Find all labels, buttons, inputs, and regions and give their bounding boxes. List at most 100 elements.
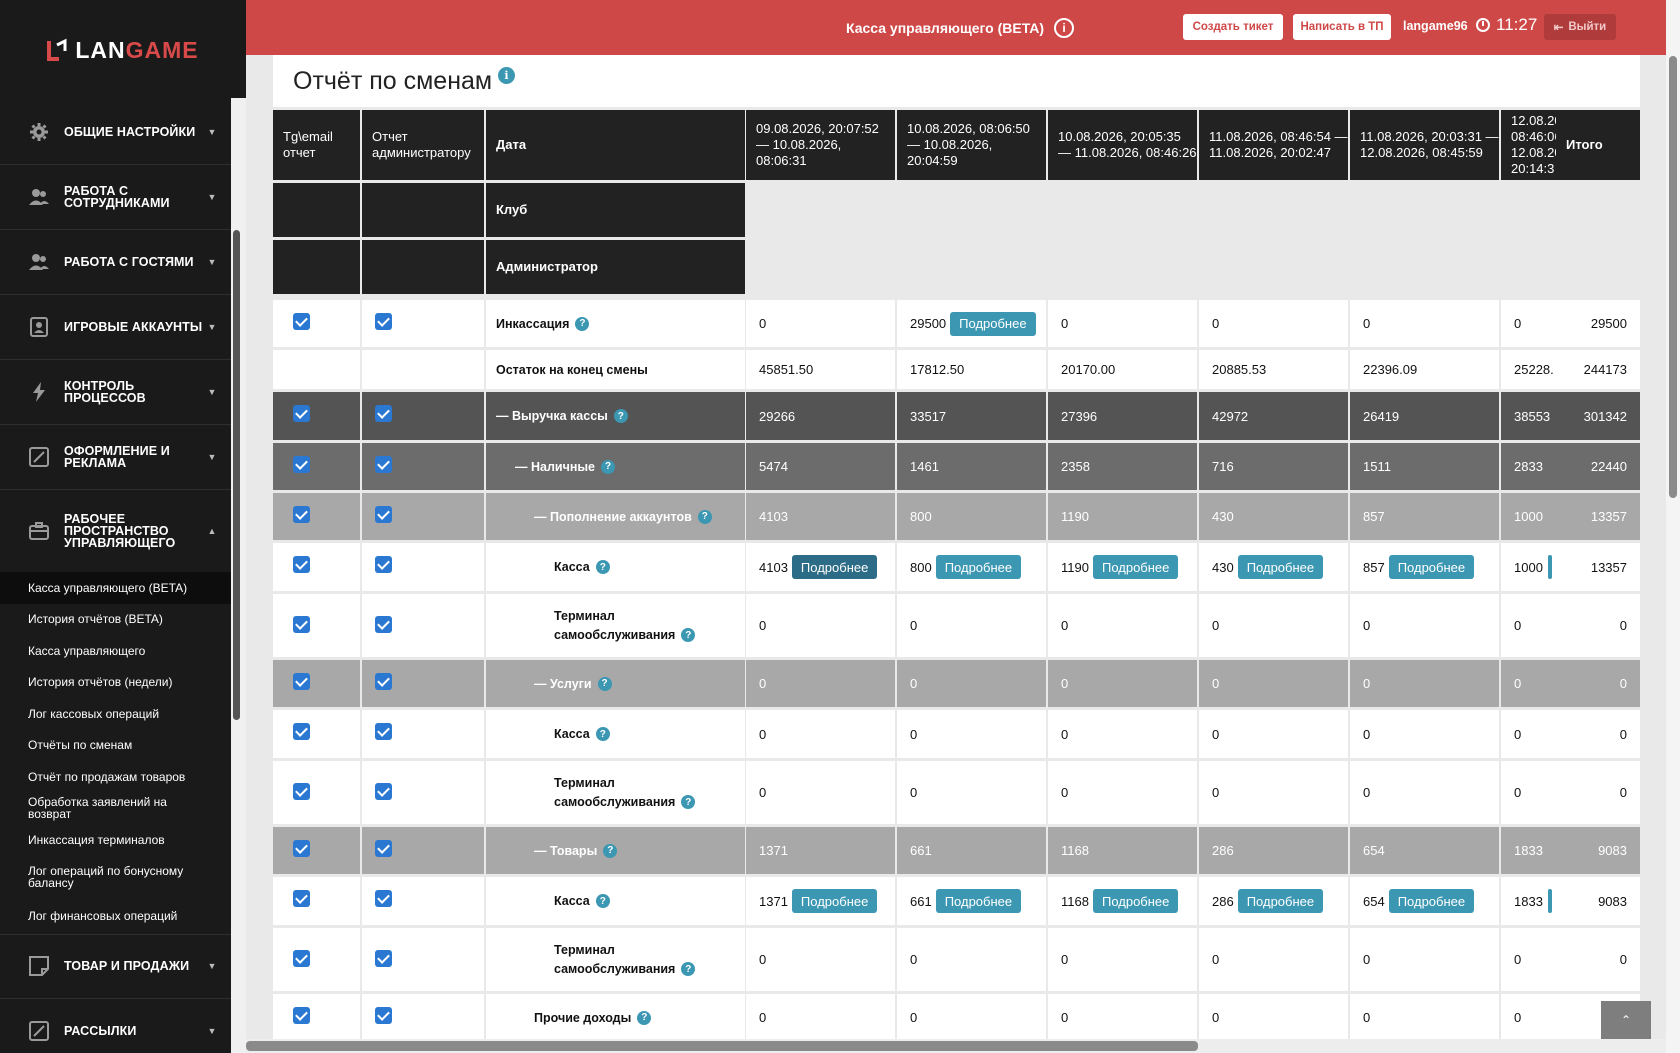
details-button[interactable]: Подробнее xyxy=(1388,555,1475,579)
help-icon[interactable]: ? xyxy=(603,843,618,858)
tg-email-checkbox[interactable] xyxy=(293,456,310,473)
sidebar-subitem[interactable]: История отчётов (недели) xyxy=(28,675,173,690)
header-administrator: Администратор xyxy=(486,240,745,294)
details-button[interactable]: Подробнее xyxy=(791,889,878,913)
value-cell: 0 xyxy=(1350,710,1499,758)
admin-report-checkbox[interactable] xyxy=(375,673,392,690)
tg-email-cell xyxy=(273,594,360,657)
sidebar-item-process-control[interactable]: Контроль процессов ▼ xyxy=(0,360,231,425)
sidebar-item-manager-workspace[interactable]: Рабочее пространство управляющего ▲ xyxy=(0,490,231,572)
sidebar-item-staff[interactable]: Работа с сотрудниками ▼ xyxy=(0,165,231,230)
tg-email-checkbox[interactable] xyxy=(293,890,310,907)
sidebar-item-products-sales[interactable]: Товар и продажи ▼ xyxy=(0,933,231,999)
write-support-button[interactable]: Написать в ТП xyxy=(1293,14,1391,40)
sidebar-subitem[interactable]: Отчёт по продажам товаров xyxy=(28,769,186,784)
help-icon[interactable]: ? xyxy=(601,459,616,474)
admin-report-checkbox[interactable] xyxy=(375,506,392,523)
admin-report-checkbox[interactable] xyxy=(375,783,392,800)
sidebar-item-label: Общие настройки xyxy=(64,125,196,139)
details-button-clipped[interactable] xyxy=(1547,889,1552,913)
sidebar-subitem[interactable]: Обработка заявлений на возврат xyxy=(28,795,167,822)
page-scrollbar[interactable] xyxy=(1669,56,1677,498)
details-button[interactable]: Подробнее xyxy=(1388,889,1475,913)
tg-email-checkbox[interactable] xyxy=(293,1007,310,1024)
sidebar-subitem[interactable]: Касса управляющего (BETA) xyxy=(0,572,231,604)
tg-email-checkbox[interactable] xyxy=(293,950,310,967)
tg-email-checkbox[interactable] xyxy=(293,673,310,690)
details-button-clipped[interactable] xyxy=(1547,555,1552,579)
help-icon[interactable]: ? xyxy=(681,628,696,642)
help-icon[interactable]: ? xyxy=(575,316,590,331)
sidebar-subitem[interactable]: Отчёты по сменам xyxy=(28,738,133,753)
admin-report-checkbox[interactable] xyxy=(375,405,392,422)
sidebar-item-design-ads[interactable]: Оформление и реклама ▼ xyxy=(0,425,231,490)
details-button[interactable]: Подробнее xyxy=(935,889,1022,913)
tg-email-checkbox[interactable] xyxy=(293,723,310,740)
value-cell: 0 xyxy=(1199,761,1348,824)
help-icon[interactable]: ? xyxy=(697,509,712,524)
details-button[interactable]: Подробнее xyxy=(791,555,878,579)
tg-email-checkbox[interactable] xyxy=(293,405,310,422)
admin-report-checkbox[interactable] xyxy=(375,950,392,967)
tg-email-checkbox[interactable] xyxy=(293,556,310,573)
username[interactable]: langame96 xyxy=(1403,19,1468,33)
sidebar-subitem[interactable]: Инкассация терминалов xyxy=(28,832,165,847)
details-button[interactable]: Подробнее xyxy=(1237,555,1324,579)
admin-report-checkbox[interactable] xyxy=(375,456,392,473)
help-icon[interactable]: ? xyxy=(595,727,610,741)
help-icon[interactable]: ? xyxy=(597,676,612,691)
details-button[interactable]: Подробнее xyxy=(1092,889,1179,913)
tg-email-checkbox[interactable] xyxy=(293,506,310,523)
value-cell: 27396 xyxy=(1048,392,1197,440)
info-icon[interactable]: i xyxy=(1054,17,1075,38)
help-icon[interactable]: ? xyxy=(681,795,696,809)
create-ticket-button[interactable]: Создать тикет xyxy=(1183,14,1283,40)
value-text: 0 xyxy=(1363,1010,1371,1025)
help-icon[interactable]: ? xyxy=(681,962,696,976)
sidebar-item-general-settings[interactable]: Общие настройки ▼ xyxy=(0,100,231,165)
tg-email-checkbox[interactable] xyxy=(293,313,310,330)
sidebar-subitem[interactable]: Лог операций по бонусному балансу xyxy=(28,863,184,890)
sidebar-item-mailings[interactable]: Рассылки ▼ xyxy=(0,999,231,1053)
value-text: 29266 xyxy=(759,408,796,424)
tg-email-cell xyxy=(273,710,360,758)
tg-email-checkbox[interactable] xyxy=(293,783,310,800)
horizontal-scrollbar[interactable] xyxy=(246,1041,1198,1051)
help-icon[interactable]: ? xyxy=(595,894,610,908)
help-icon[interactable]: ? xyxy=(613,409,628,423)
details-button[interactable]: Подробнее xyxy=(1237,889,1324,913)
admin-report-checkbox[interactable] xyxy=(375,723,392,740)
admin-report-checkbox[interactable] xyxy=(375,1007,392,1024)
logo[interactable]: LANGAME xyxy=(0,0,246,100)
sidebar-scrollbar[interactable] xyxy=(233,230,240,720)
admin-report-checkbox[interactable] xyxy=(375,840,392,857)
sidebar-item-game-accounts[interactable]: Игровые аккаунты ▼ xyxy=(0,295,231,360)
logout-button[interactable]: ⇤ Выйти xyxy=(1544,14,1616,40)
details-button[interactable]: Подробнее xyxy=(935,555,1022,579)
sidebar-subitem[interactable]: Касса управляющего xyxy=(28,643,146,658)
admin-report-checkbox[interactable] xyxy=(375,313,392,330)
scroll-to-top-button[interactable]: ⌃ xyxy=(1601,1001,1651,1039)
sidebar-subitem[interactable]: Лог финансовых операций xyxy=(28,908,178,923)
value-text: 0 xyxy=(1514,618,1522,633)
tg-email-checkbox[interactable] xyxy=(293,616,310,633)
admin-report-checkbox[interactable] xyxy=(375,890,392,907)
value-cell: 0 xyxy=(746,928,895,991)
admin-report-checkbox[interactable] xyxy=(375,556,392,573)
header-total: Итого xyxy=(1556,110,1640,180)
tg-email-checkbox[interactable] xyxy=(293,840,310,857)
sidebar-item-guests[interactable]: Работа с гостями ▼ xyxy=(0,230,231,295)
help-icon[interactable]: ? xyxy=(637,1010,652,1025)
info-icon[interactable]: i xyxy=(498,67,515,84)
details-button[interactable]: Подробнее xyxy=(1092,555,1179,579)
details-button[interactable]: Подробнее xyxy=(950,311,1036,336)
help-icon[interactable]: ? xyxy=(595,560,610,574)
sidebar-subitem[interactable]: История отчётов (BETA) xyxy=(28,612,163,627)
total-cell: 9083 xyxy=(1556,877,1640,925)
value-cell: 4103 Подробнее xyxy=(746,543,895,591)
chevron-down-icon: ▼ xyxy=(207,1025,217,1036)
admin-report-cell xyxy=(362,443,484,490)
header-shift-date: 11.08.2026, 20:03:31 — 12.08.2026, 08:45… xyxy=(1350,110,1499,180)
admin-report-checkbox[interactable] xyxy=(375,616,392,633)
sidebar-subitem[interactable]: Лог кассовых операций xyxy=(28,706,160,721)
